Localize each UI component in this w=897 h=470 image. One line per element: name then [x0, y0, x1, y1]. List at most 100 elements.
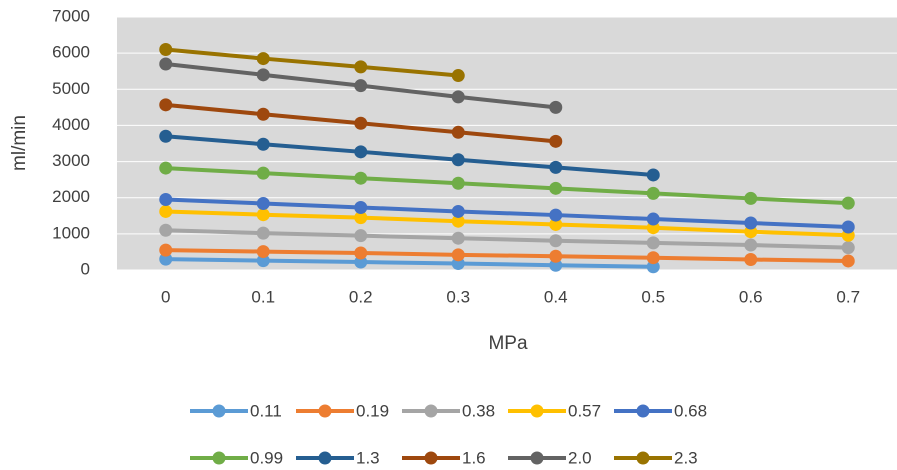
- data-point: [451, 231, 465, 245]
- data-point: [256, 107, 270, 121]
- data-point: [451, 69, 465, 83]
- legend-marker: [530, 451, 544, 465]
- data-point: [159, 57, 173, 71]
- data-point: [646, 236, 660, 250]
- data-point: [159, 252, 173, 266]
- data-point: [256, 68, 270, 82]
- data-point: [256, 196, 270, 210]
- data-point: [256, 52, 270, 66]
- legend-label: 1.3: [356, 448, 380, 467]
- x-axis-title: MPa: [488, 333, 528, 354]
- y-tick-label: 1000: [52, 223, 90, 242]
- data-point: [451, 153, 465, 167]
- data-point: [549, 208, 563, 222]
- data-point: [256, 137, 270, 151]
- y-tick-label: 7000: [52, 6, 90, 25]
- data-point: [354, 229, 368, 243]
- series-line: [165, 166, 849, 206]
- series-line: [165, 197, 849, 229]
- data-point: [549, 234, 563, 248]
- data-point: [256, 245, 270, 259]
- y-tick-label: 0: [81, 259, 90, 278]
- data-point: [744, 238, 758, 252]
- data-point: [354, 246, 368, 260]
- data-point: [549, 258, 563, 272]
- legend-label: 0.57: [568, 401, 601, 420]
- data-point: [354, 116, 368, 130]
- data-point: [841, 196, 855, 210]
- data-point: [256, 208, 270, 222]
- series-line: [165, 248, 849, 263]
- data-point: [841, 220, 855, 234]
- legend-label: 0.19: [356, 401, 389, 420]
- data-point: [354, 255, 368, 269]
- legend-marker: [530, 404, 544, 418]
- legend-label: 0.99: [250, 448, 283, 467]
- x-tick-label: 0.7: [836, 287, 860, 306]
- data-point: [354, 171, 368, 185]
- x-tick-label: 0.1: [251, 287, 275, 306]
- data-point: [451, 214, 465, 228]
- data-point: [451, 204, 465, 218]
- data-point: [256, 226, 270, 240]
- data-point: [159, 204, 173, 218]
- legend-marker: [636, 404, 650, 418]
- data-point: [646, 186, 660, 200]
- data-point: [159, 243, 173, 257]
- legend-label: 2.3: [674, 448, 698, 467]
- legend-label: 0.11: [250, 401, 282, 420]
- legend-label: 0.38: [462, 401, 495, 420]
- legend-marker: [636, 451, 650, 465]
- legend-marker: [318, 404, 332, 418]
- x-tick-label: 0.3: [446, 287, 470, 306]
- x-tick-label: 0: [161, 287, 170, 306]
- data-point: [451, 90, 465, 104]
- data-point: [159, 161, 173, 175]
- data-point: [159, 193, 173, 207]
- data-point: [646, 260, 660, 274]
- data-point: [549, 160, 563, 174]
- legend-label: 0.68: [674, 401, 707, 420]
- data-point: [451, 248, 465, 262]
- x-tick-label: 0.5: [641, 287, 665, 306]
- y-tick-label: 6000: [52, 43, 90, 62]
- legend-marker: [318, 451, 332, 465]
- data-point: [549, 134, 563, 148]
- legend-marker: [212, 404, 226, 418]
- data-point: [451, 125, 465, 139]
- legend-marker: [424, 451, 438, 465]
- legend-label: 2.0: [568, 448, 592, 467]
- data-point: [549, 249, 563, 263]
- data-point: [549, 217, 563, 231]
- y-tick-label: 5000: [52, 79, 90, 98]
- series-line: [165, 47, 459, 78]
- data-point: [354, 60, 368, 74]
- data-point: [256, 166, 270, 180]
- data-point: [451, 176, 465, 190]
- data-point: [159, 129, 173, 143]
- legend-marker: [424, 404, 438, 418]
- x-tick-label: 0.4: [544, 287, 568, 306]
- data-point: [744, 253, 758, 267]
- series-line: [165, 228, 849, 250]
- series-line: [165, 209, 849, 238]
- data-point: [354, 79, 368, 93]
- data-point: [159, 43, 173, 57]
- y-tick-label: 2000: [52, 187, 90, 206]
- data-point: [646, 251, 660, 265]
- legend-marker: [212, 451, 226, 465]
- data-point: [841, 254, 855, 268]
- data-point: [549, 100, 563, 114]
- data-point: [354, 200, 368, 214]
- series-line: [165, 257, 654, 269]
- data-point: [744, 191, 758, 205]
- data-point: [744, 216, 758, 230]
- data-point: [841, 241, 855, 255]
- data-point: [256, 254, 270, 268]
- data-point: [354, 145, 368, 159]
- data-point: [159, 223, 173, 237]
- y-axis-title: ml/min: [9, 115, 30, 171]
- x-tick-label: 0.2: [349, 287, 373, 306]
- data-point: [646, 168, 660, 182]
- y-tick-label: 4000: [52, 115, 90, 134]
